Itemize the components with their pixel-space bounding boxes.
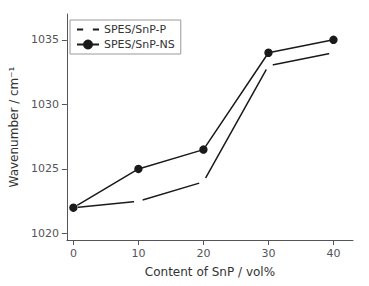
svg-text:SPES/SnP-P: SPES/SnP-P [104,23,167,36]
svg-text:0: 0 [70,247,77,260]
svg-text:1035: 1035 [31,33,59,46]
svg-text:20: 20 [196,247,210,260]
svg-text:SPES/SnP-NS: SPES/SnP-NS [104,38,175,51]
svg-text:40: 40 [326,247,340,260]
svg-text:1030: 1030 [31,98,59,111]
svg-text:1020: 1020 [31,227,59,240]
svg-text:Wavenumber / cm⁻¹: Wavenumber / cm⁻¹ [7,66,21,187]
svg-text:1025: 1025 [31,162,59,175]
svg-text:10: 10 [131,247,145,260]
svg-text:30: 30 [261,247,275,260]
svg-text:Content of SnP / vol%: Content of SnP / vol% [145,265,275,279]
